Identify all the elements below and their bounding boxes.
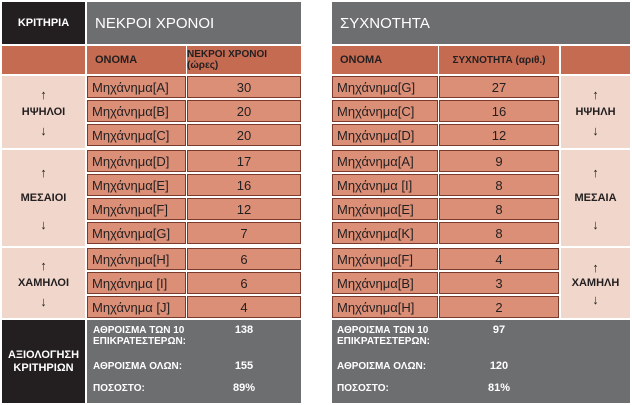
arrow-down-icon: ↓: [40, 122, 47, 138]
machine-name-cell: Μηχάνημα[E]: [87, 174, 186, 196]
right-group-high: ↑ ΗΨΗΛΗ ↓: [561, 76, 630, 148]
machine-name-cell: Μηχάνημα [I]: [87, 272, 186, 294]
group-label: ΗΨΗΛΗ: [575, 105, 616, 118]
machine-name-cell: Μηχάνημα[F]: [87, 198, 186, 220]
arrow-up-icon: ↑: [40, 86, 47, 102]
machine-value-cell: 16: [439, 100, 559, 122]
machine-value-cell: 12: [439, 124, 559, 146]
right-subheader-blank: [561, 46, 630, 74]
machine-name-cell: Μηχάνημα[G]: [332, 76, 438, 98]
machine-value-cell: 27: [439, 76, 559, 98]
machine-value-cell: 6: [187, 248, 301, 270]
arrow-down-icon: ↓: [40, 293, 47, 309]
left-col-value-header: ΝΕΚΡΟΙ ΧΡΟΝΟΙ (ώρες): [187, 46, 301, 74]
right-sumall-value: 120: [489, 360, 509, 372]
arrow-down-icon: ↓: [592, 216, 599, 232]
machine-value-cell: 17: [187, 150, 301, 172]
criteria-header: ΚΡΙΤΗΡΙΑ: [2, 2, 85, 44]
machine-value-cell: 3: [439, 272, 559, 294]
group-label: ΗΨΗΛΟΙ: [21, 105, 66, 118]
machine-value-cell: 4: [187, 296, 301, 318]
machine-value-cell: 20: [187, 124, 301, 146]
machine-name-cell: Μηχάνημα [J]: [87, 296, 186, 318]
right-pct-label: ΠΟΣΟΣΤΟ:: [337, 382, 389, 394]
left-sumall-label: ΑΘΡΟΙΣΜΑ ΟΛΩΝ:: [93, 360, 183, 372]
machine-value-cell: 20: [187, 100, 301, 122]
machine-name-cell: Μηχάνημα[K]: [332, 222, 438, 244]
right-group-low: ↑ ΧΑΜΗΛΗ ↓: [561, 248, 630, 318]
arrow-up-icon: ↑: [592, 86, 599, 102]
machine-name-cell: Μηχάνημα[B]: [87, 100, 186, 122]
arrow-down-icon: ↓: [592, 291, 599, 307]
machine-value-cell: 30: [187, 76, 301, 98]
group-label: ΧΑΜΗΛΟΙ: [17, 276, 70, 289]
left-group-low: ↑ ΧΑΜΗΛΟΙ ↓: [2, 248, 85, 318]
right-sum10-label: ΑΘΡΟΙΣΜΑ ΤΩΝ 10 ΕΠΙΚΡΑΤΕΣΤΕΡΩΝ:: [337, 325, 431, 347]
machine-value-cell: 9: [439, 150, 559, 172]
machine-name-cell: Μηχάνημα[C]: [87, 124, 186, 146]
left-col-name-header: ΟΝΟΜΑ: [87, 46, 186, 74]
machine-value-cell: 16: [187, 174, 301, 196]
left-pct-value: 89%: [232, 382, 256, 394]
arrow-up-icon: ↑: [592, 259, 599, 275]
group-label: ΧΑΜΗΛΗ: [571, 276, 620, 289]
machine-value-cell: 2: [439, 296, 559, 318]
machine-value-cell: 8: [439, 222, 559, 244]
arrow-up-icon: ↑: [40, 164, 47, 180]
left-group-high: ↑ ΗΨΗΛΟΙ ↓: [2, 76, 85, 148]
machine-name-cell: Μηχάνημα[H]: [332, 296, 438, 318]
right-group-medium: ↑ ΜΕΣΑΙΑ ↓: [561, 150, 630, 246]
arrow-down-icon: ↓: [592, 122, 599, 138]
machine-value-cell: 6: [187, 272, 301, 294]
machine-name-cell: Μηχάνημα[F]: [332, 248, 438, 270]
group-label: ΜΕΣΑΙΟΙ: [20, 191, 67, 204]
machine-name-cell: Μηχάνημα[C]: [332, 100, 438, 122]
frequency-title: ΣΥΧΝΟΤΗΤΑ: [332, 2, 630, 44]
machine-name-cell: Μηχάνημα[E]: [332, 198, 438, 220]
downtime-title: ΝΕΚΡΟΙ ΧΡΟΝΟΙ: [87, 2, 301, 44]
machine-name-cell: Μηχάνημα[D]: [332, 124, 438, 146]
left-subheader-blank: [2, 46, 85, 74]
machine-value-cell: 7: [187, 222, 301, 244]
machine-value-cell: 4: [439, 248, 559, 270]
machine-value-cell: 8: [439, 174, 559, 196]
left-summary-panel: [87, 320, 301, 403]
group-label: ΜΕΣΑΙΑ: [574, 191, 617, 204]
left-group-medium: ↑ ΜΕΣΑΙΟΙ ↓: [2, 150, 85, 246]
machine-name-cell: Μηχάνημα[D]: [87, 150, 186, 172]
left-pct-label: ΠΟΣΟΣΤΟ:: [93, 382, 145, 394]
machine-name-cell: Μηχάνημα[B]: [332, 272, 438, 294]
machine-name-cell: Μηχάνημα[A]: [87, 76, 186, 98]
machine-name-cell: Μηχάνημα[H]: [87, 248, 186, 270]
machine-name-cell: Μηχάνημα[A]: [332, 150, 438, 172]
right-col-value-header: ΣΥΧΝΟΤΗΤΑ (αριθ.): [439, 46, 559, 74]
machine-name-cell: Μηχάνημα [I]: [332, 174, 438, 196]
right-sum10-value: 97: [492, 324, 506, 336]
machine-value-cell: 12: [187, 198, 301, 220]
right-pct-value: 81%: [487, 382, 511, 394]
arrow-up-icon: ↑: [592, 164, 599, 180]
right-summary-panel: [332, 320, 630, 403]
machine-name-cell: Μηχάνημα[G]: [87, 222, 186, 244]
machine-value-cell: 8: [439, 198, 559, 220]
left-sum10-value: 138: [234, 324, 254, 336]
arrow-down-icon: ↓: [40, 216, 47, 232]
right-col-name-header: ΟΝΟΜΑ: [332, 46, 438, 74]
left-sumall-value: 155: [234, 360, 254, 372]
evaluation-label: ΑΞΙΟΛΟΓΗΣΗ ΚΡΙΤΗΡΙΩΝ: [2, 320, 85, 403]
arrow-up-icon: ↑: [40, 257, 47, 273]
right-sumall-label: ΑΘΡΟΙΣΜΑ ΟΛΩΝ:: [337, 360, 427, 372]
left-sum10-label: ΑΘΡΟΙΣΜΑ ΤΩΝ 10 ΕΠΙΚΡΑΤΕΣΤΕΡΩΝ:: [93, 325, 187, 347]
